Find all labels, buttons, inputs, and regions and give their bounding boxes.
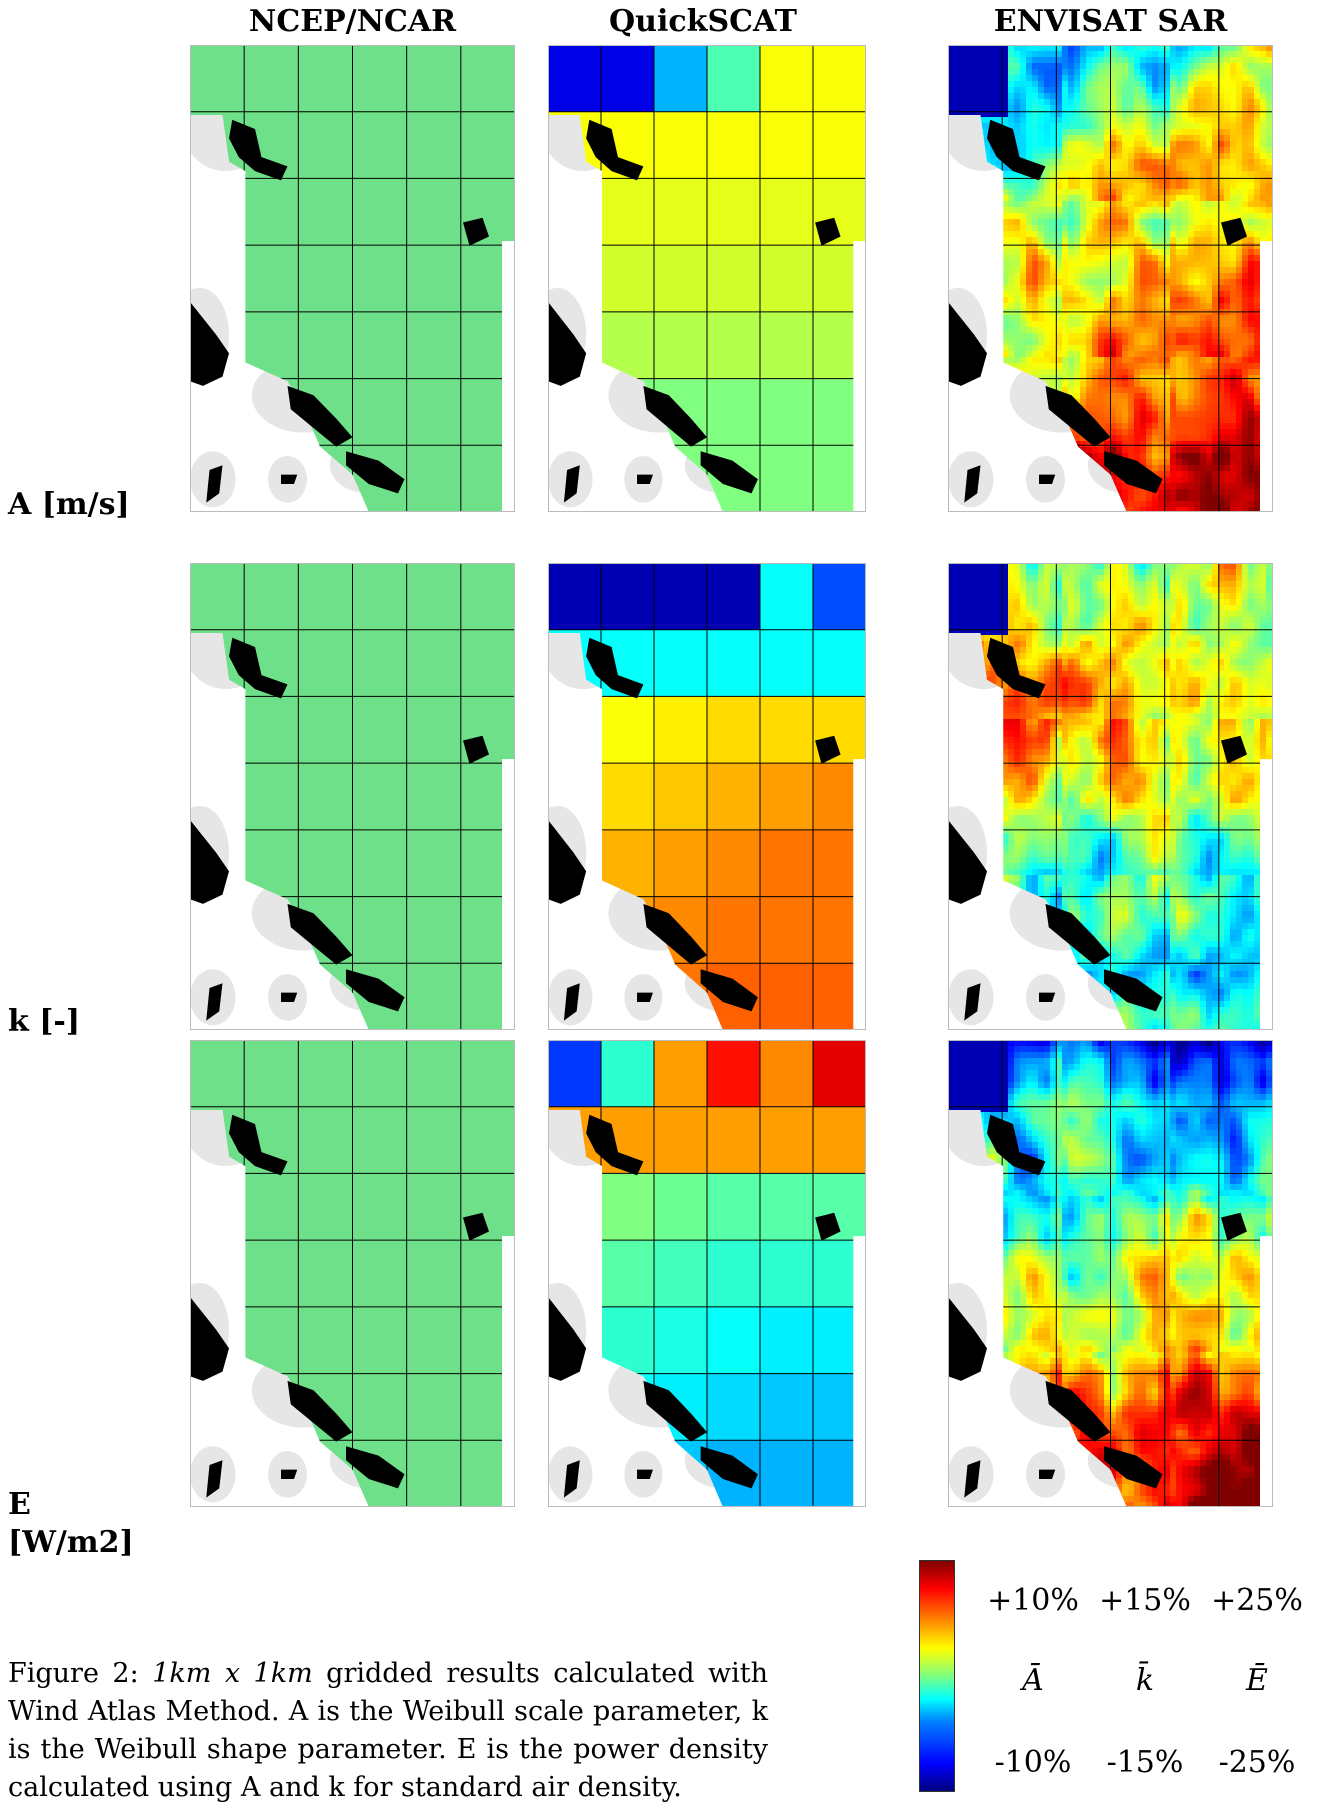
map-envisat-a	[948, 45, 1273, 512]
row-label-e-line2: [W/m2]	[8, 1524, 134, 1562]
colorbar-e-top: +25%	[1202, 1583, 1312, 1618]
caption-prefix: Figure 2:	[8, 1658, 152, 1689]
map-ncep-e	[190, 1040, 515, 1507]
figure-caption: Figure 2: 1km x 1km gridded results calc…	[8, 1655, 768, 1807]
colorbar-e-bottom: -25%	[1202, 1745, 1312, 1780]
colorbar-a-top: +10%	[978, 1583, 1088, 1618]
colorbar-k-mean: k̄	[1090, 1663, 1200, 1698]
map-ncep-e-svg	[190, 1040, 515, 1507]
row-label-k: k [-]	[8, 1003, 80, 1041]
map-ncep-a-svg	[190, 45, 515, 512]
row-label-a: A [m/s]	[8, 486, 130, 524]
column-header-ncep: NCEP/NCAR	[190, 4, 515, 39]
colorbar-k-top: +15%	[1090, 1583, 1200, 1618]
map-envisat-e	[948, 1040, 1273, 1507]
colorbar	[919, 1560, 955, 1792]
colorbar-a-bottom: -10%	[978, 1745, 1088, 1780]
map-envisat-k	[948, 563, 1273, 1030]
column-header-envisat: ENVISAT SAR	[948, 4, 1273, 39]
colorbar-k-bottom: -15%	[1090, 1745, 1200, 1780]
map-quickscat-a	[548, 45, 866, 512]
map-envisat-k-svg	[948, 563, 1273, 1030]
map-envisat-e-svg	[948, 1040, 1273, 1507]
map-ncep-k-svg	[190, 563, 515, 1030]
map-quickscat-e-svg	[548, 1040, 866, 1507]
colorbar-a-mean: Ā	[978, 1663, 1088, 1698]
map-envisat-a-svg	[948, 45, 1273, 512]
map-quickscat-k	[548, 563, 866, 1030]
caption-grid-size: 1km x 1km	[152, 1658, 313, 1689]
map-quickscat-a-svg	[548, 45, 866, 512]
map-quickscat-k-svg	[548, 563, 866, 1030]
row-label-e: E [W/m2]	[8, 1486, 134, 1562]
map-ncep-a	[190, 45, 515, 512]
map-quickscat-e	[548, 1040, 866, 1507]
column-header-quickscat: QuickSCAT	[548, 4, 858, 39]
row-label-e-line1: E	[8, 1486, 134, 1524]
colorbar-e-mean: Ē	[1202, 1663, 1312, 1698]
map-ncep-k	[190, 563, 515, 1030]
